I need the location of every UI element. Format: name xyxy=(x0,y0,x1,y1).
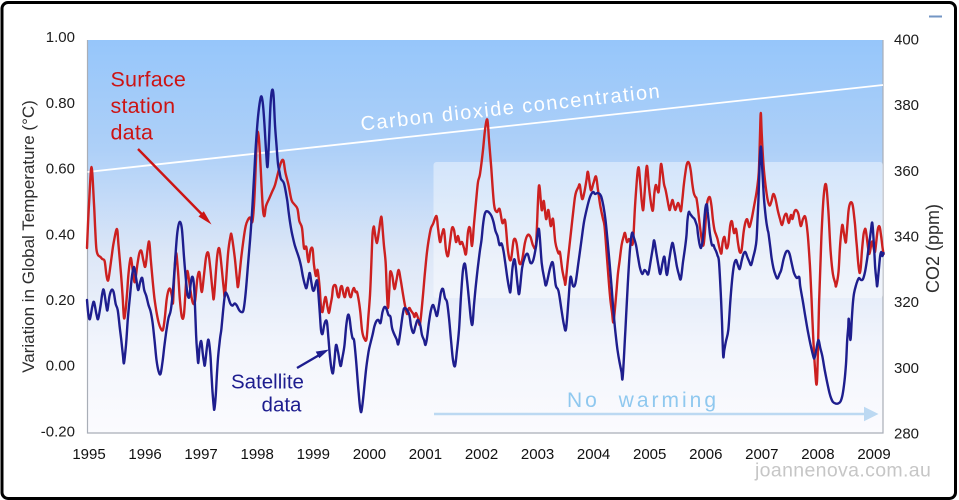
svg-text:Surface: Surface xyxy=(111,67,187,91)
svg-text:2002: 2002 xyxy=(465,446,498,463)
svg-text:2007: 2007 xyxy=(745,446,778,463)
svg-text:280: 280 xyxy=(894,426,919,443)
svg-text:2005: 2005 xyxy=(633,446,666,463)
svg-text:360: 360 xyxy=(894,163,919,180)
svg-text:1996: 1996 xyxy=(128,446,161,463)
svg-text:2001: 2001 xyxy=(409,446,442,463)
svg-text:2009: 2009 xyxy=(857,446,890,463)
svg-text:data: data xyxy=(111,120,154,144)
svg-text:Variation in Global Temperatur: Variation in Global Temperature (°C) xyxy=(19,100,38,373)
svg-text:2004: 2004 xyxy=(577,446,610,463)
svg-text:300: 300 xyxy=(894,360,919,377)
svg-text:320: 320 xyxy=(894,294,919,311)
svg-text:0.80: 0.80 xyxy=(46,95,75,112)
svg-text:station: station xyxy=(111,94,176,118)
svg-text:data: data xyxy=(262,394,302,417)
svg-text:2003: 2003 xyxy=(521,446,554,463)
svg-text:-0.20: -0.20 xyxy=(41,423,75,440)
svg-text:2006: 2006 xyxy=(689,446,722,463)
svg-text:0.60: 0.60 xyxy=(46,161,75,178)
svg-text:No warming: No warming xyxy=(567,389,719,412)
svg-text:0.00: 0.00 xyxy=(46,358,75,375)
svg-text:Satellite: Satellite xyxy=(231,370,304,393)
svg-text:380: 380 xyxy=(894,97,919,114)
svg-text:1997: 1997 xyxy=(184,446,217,463)
svg-text:2008: 2008 xyxy=(801,446,834,463)
svg-text:joannenova.com.au: joannenova.com.au xyxy=(754,460,931,482)
svg-text:0.20: 0.20 xyxy=(46,292,75,309)
svg-text:1995: 1995 xyxy=(72,446,105,463)
svg-text:2000: 2000 xyxy=(353,446,386,463)
svg-text:CO2 (ppm): CO2 (ppm) xyxy=(923,204,943,293)
svg-text:1.00: 1.00 xyxy=(46,29,75,46)
svg-text:400: 400 xyxy=(894,31,919,48)
svg-text:340: 340 xyxy=(894,229,919,246)
svg-text:1998: 1998 xyxy=(241,446,274,463)
svg-text:0.40: 0.40 xyxy=(46,226,75,243)
svg-text:1999: 1999 xyxy=(297,446,330,463)
